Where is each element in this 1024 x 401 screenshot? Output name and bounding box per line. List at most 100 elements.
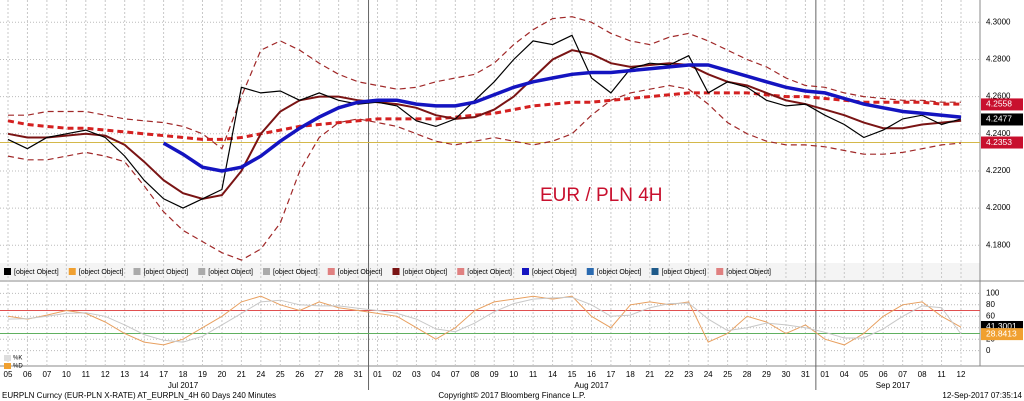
x-tick-label: 29 [762, 370, 771, 379]
x-tick-label: 24 [256, 370, 265, 379]
legend-swatch [651, 268, 659, 275]
annotation: EUR / PLN 4H [540, 185, 662, 206]
price-marker-label: 4.2477 [986, 114, 1012, 124]
x-tick-label: 03 [412, 370, 421, 379]
legend-swatch [457, 268, 465, 275]
legend-swatch [133, 268, 141, 275]
price-marker [981, 98, 1023, 111]
x-tick-label: 11 [529, 370, 538, 379]
y-tick-label: 4.2200 [986, 166, 1011, 175]
x-tick-label: 25 [723, 370, 732, 379]
x-tick-label: 31 [801, 370, 810, 379]
x-tick-label: 05 [859, 370, 868, 379]
x-tick-label: 24 [704, 370, 713, 379]
price-marker-label: 41.3001 [986, 321, 1017, 331]
legend-label: [object Object] [273, 269, 318, 276]
x-tick-label: 14 [548, 370, 557, 379]
x-tick-label: 06 [879, 370, 888, 379]
x-tick-label: 21 [237, 370, 246, 379]
x-tick-label: 26 [295, 370, 304, 379]
month-label: Aug 2017 [574, 381, 609, 390]
price-marker [981, 328, 1023, 341]
x-tick-label: 10 [509, 370, 518, 379]
x-tick-label: 18 [626, 370, 635, 379]
x-tick-label: 13 [120, 370, 129, 379]
x-tick-label: 07 [451, 370, 460, 379]
x-tick-label: 04 [840, 370, 849, 379]
legend-swatch [4, 355, 11, 361]
legend-swatch [4, 363, 11, 369]
legend-label: %D [13, 364, 23, 370]
price-marker-label: 4.2353 [986, 137, 1012, 147]
y-tick-label: 4.2400 [986, 129, 1011, 138]
x-tick-label: 11 [82, 370, 91, 379]
price-marker-label: 4.2558 [986, 99, 1012, 109]
legend-swatch [198, 268, 206, 275]
x-tick-label: 14 [140, 370, 149, 379]
series-line [7, 295, 962, 346]
footer-right: 12-Sep-2017 07:35:14 [942, 391, 1022, 400]
x-tick-label: 28 [743, 370, 752, 379]
x-tick-label: 10 [62, 370, 71, 379]
legend-label: [object Object] [144, 269, 189, 276]
price-marker [981, 113, 1023, 126]
x-tick-label: 22 [665, 370, 674, 379]
y-tick-label: 60 [986, 311, 995, 320]
y-tick-label: 4.1800 [986, 240, 1011, 249]
series-line [7, 84, 962, 261]
footer-left: EURPLN Curncy (EUR-PLN X-RATE) AT_EURPLN… [2, 391, 276, 400]
x-tick-label: 19 [198, 370, 207, 379]
x-tick-label: 15 [568, 370, 577, 379]
series-line [7, 49, 962, 200]
legend-swatch [392, 268, 400, 275]
footer-center: Copyright© 2017 Bloomberg Finance L.P. [438, 391, 585, 400]
legend-label: [object Object] [208, 269, 253, 276]
y-tick-label: 4.2600 [986, 92, 1011, 101]
x-tick-label: 31 [354, 370, 363, 379]
x-tick-label: 04 [431, 370, 440, 379]
x-tick-label: 12 [957, 370, 966, 379]
legend-label: [object Object] [14, 269, 59, 276]
x-tick-label: 06 [23, 370, 32, 379]
legend-label: [object Object] [726, 269, 771, 276]
x-tick-label: 08 [470, 370, 479, 379]
legend-label: %K [13, 356, 22, 362]
y-tick-label: 4.3000 [986, 17, 1011, 26]
legend-swatch [522, 268, 529, 275]
month-label: Sep 2017 [876, 381, 911, 390]
series-line [7, 34, 962, 209]
y-tick-label: 4.2800 [986, 55, 1011, 64]
price-marker-label: 28.8413 [986, 328, 1017, 338]
x-tick-label: 18 [179, 370, 188, 379]
y-tick-label: 4.2000 [986, 203, 1011, 212]
legend-label: [object Object] [467, 269, 512, 276]
x-tick-label: 02 [393, 370, 402, 379]
month-label: Jul 2017 [168, 381, 199, 390]
x-tick-label: 01 [373, 370, 382, 379]
series-line [8, 16, 961, 150]
x-tick-label: 25 [276, 370, 285, 379]
legend-swatch [4, 268, 11, 275]
y-tick-label: 100 [986, 288, 1000, 297]
legend-label: [object Object] [79, 269, 124, 276]
legend-swatch [716, 268, 724, 275]
legend-swatch [586, 268, 594, 275]
x-tick-label: 11 [937, 370, 946, 379]
y-tick-label: 80 [986, 300, 995, 309]
x-tick-label: 23 [684, 370, 693, 379]
x-tick-label: 28 [334, 370, 343, 379]
x-tick-label: 17 [159, 370, 168, 379]
legend-swatch [327, 268, 335, 275]
x-tick-label: 07 [898, 370, 907, 379]
x-tick-label: 21 [645, 370, 654, 379]
legend-label: [object Object] [338, 269, 383, 276]
x-tick-label: 16 [587, 370, 596, 379]
legend-label: [object Object] [532, 269, 577, 276]
x-tick-label: 05 [4, 370, 13, 379]
x-tick-label: 08 [918, 370, 927, 379]
legend-label: [object Object] [597, 269, 642, 276]
x-tick-label: 12 [101, 370, 110, 379]
x-tick-label: 27 [315, 370, 324, 379]
x-tick-label: 20 [217, 370, 226, 379]
